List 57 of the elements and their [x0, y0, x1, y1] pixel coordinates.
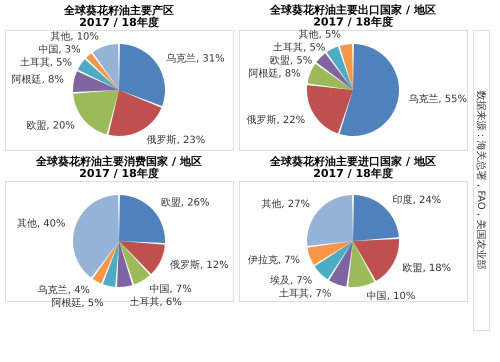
slice-label: 其他, 27%: [261, 198, 310, 210]
slice-label: 阿根廷, 5%: [51, 297, 104, 310]
slice-label: 中国, 7%: [149, 283, 192, 296]
slice-label: 俄罗斯, 23%: [146, 134, 206, 146]
slice-label: 土耳其, 7%: [279, 288, 332, 300]
chart-subtitle: 2017 / 18年度: [79, 16, 159, 29]
pie-slice: [108, 90, 162, 136]
pie-slice: [78, 59, 119, 90]
slice-label: 中国, 3%: [38, 44, 81, 56]
pie-slice: [119, 241, 165, 274]
slice-label: 欧盟, 5%: [270, 54, 312, 67]
chart-title: 全球葵花籽油主要进口国家 / 地区: [269, 155, 436, 168]
pie-slice: [307, 241, 353, 265]
chart-title: 全球葵花籽油主要消费国家 / 地区: [35, 155, 202, 168]
pie-slice: [73, 90, 119, 134]
slice-label: 俄罗斯, 12%: [170, 258, 229, 271]
chart-title: 全球葵花籽油主要出口国家 / 地区: [269, 4, 436, 17]
slice-label: 乌克兰, 55%: [408, 92, 467, 105]
slice-label: 其他, 40%: [16, 218, 66, 230]
source-note: 数据来源：海关总署，FAO，美国农业部: [475, 90, 487, 270]
pie-slice: [329, 241, 353, 287]
pie-slice: [92, 241, 119, 284]
chart-subtitle: 2017 / 18年度: [313, 16, 393, 29]
pie-slice: [307, 64, 353, 90]
slice-label: 欧盟, 26%: [160, 196, 210, 209]
pie-slice: [119, 241, 150, 284]
slice-label: 埃及, 7%: [268, 274, 312, 287]
slice-label: 欧盟, 18%: [402, 262, 452, 274]
slice-label: 其他, 5%: [298, 28, 341, 41]
pie-slice: [314, 241, 353, 280]
slice-label: 中国, 10%: [366, 290, 416, 302]
pie-slice: [102, 241, 119, 287]
slice-label: 土耳其, 5%: [273, 42, 326, 54]
chart-subtitle: 2017 / 18年度: [79, 167, 159, 180]
pie-slice: [86, 53, 119, 90]
slice-label: 土耳其, 6%: [130, 296, 182, 308]
slice-label: 土耳其, 5%: [20, 56, 72, 69]
slice-label: 伊拉克, 7%: [248, 254, 300, 266]
slice-label: 俄罗斯, 22%: [246, 114, 306, 126]
slice-label: 乌克兰, 31%: [166, 52, 225, 65]
slice-label: 印度, 24%: [392, 194, 442, 206]
pie-slice: [353, 239, 399, 281]
pie-slice: [73, 71, 119, 92]
pie-slice: [340, 44, 353, 90]
pie-slice: [316, 53, 353, 90]
slice-label: 阿根廷, 8%: [248, 68, 301, 80]
pie-slice: [117, 241, 132, 287]
slice-label: 阿根廷, 8%: [12, 74, 64, 86]
slice-label: 欧盟, 20%: [26, 120, 75, 132]
chart-subtitle: 2017 / 18年度: [313, 167, 393, 180]
pie-slice: [119, 44, 165, 106]
pie-slice: [92, 44, 119, 90]
chart-title: 全球葵花籽油主要产区: [63, 4, 174, 17]
slice-label: 乌克兰, 4%: [38, 284, 90, 296]
pie-slice: [348, 241, 374, 287]
slice-label: 其他, 10%: [50, 30, 99, 43]
pie-slice: [326, 46, 353, 90]
